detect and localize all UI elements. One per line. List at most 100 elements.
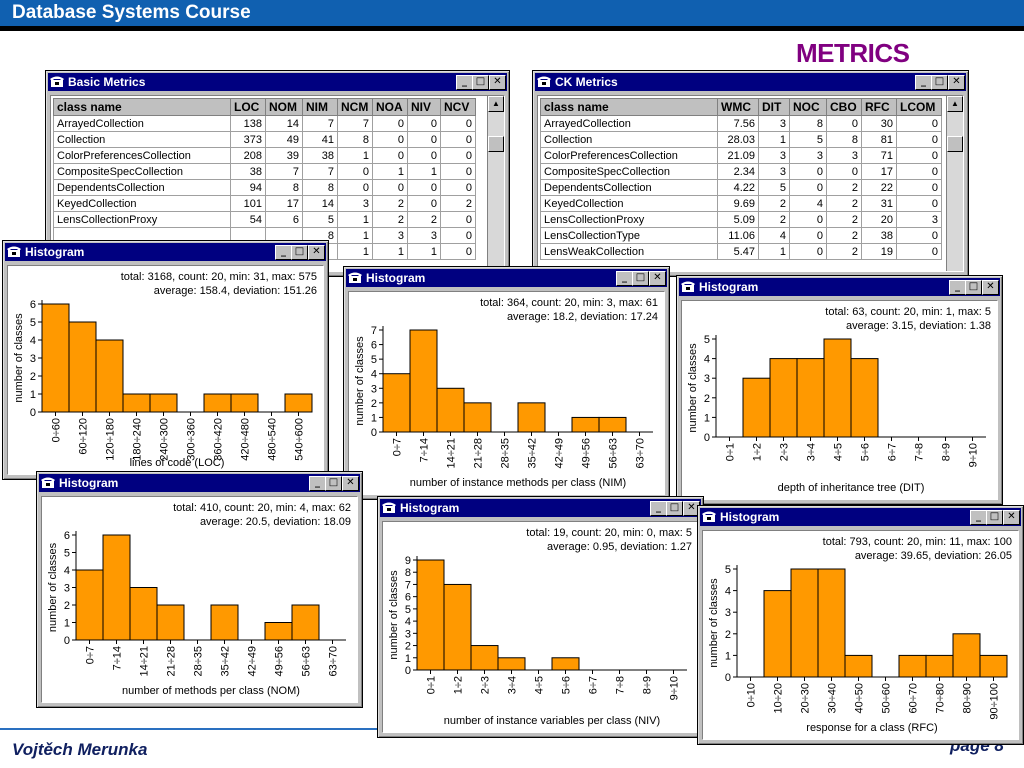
minimize-button[interactable]: _ bbox=[309, 476, 326, 491]
column-header[interactable]: NOC bbox=[789, 98, 827, 116]
table-row[interactable]: KeyedCollection 101 17 14 3 2 0 2 bbox=[53, 195, 476, 212]
histogram-window-nim[interactable]: Histogram _ □ ✕ total: 364, count: 20, min: … bbox=[343, 266, 670, 500]
maximize-button[interactable]: □ bbox=[986, 510, 1003, 525]
table-row[interactable]: LensWeakCollection 5.47 1 0 2 19 0 bbox=[540, 243, 942, 260]
minimize-button[interactable]: _ bbox=[949, 280, 966, 295]
minimize-button[interactable]: _ bbox=[970, 510, 987, 525]
metric-cell: 41 bbox=[302, 131, 338, 148]
histogram-bar bbox=[823, 338, 852, 438]
window-title: Histogram bbox=[699, 280, 759, 294]
basic-metrics-window[interactable]: Basic Metrics _ □ ✕ class name LOC NOM NIM N… bbox=[45, 70, 510, 277]
close-button[interactable]: ✕ bbox=[982, 280, 999, 295]
maximize-button[interactable]: □ bbox=[666, 501, 683, 516]
histogram-window-rfc[interactable]: Histogram _ □ ✕ total: 793, count: 20, min: … bbox=[697, 505, 1024, 745]
column-header[interactable]: NIM bbox=[302, 98, 338, 116]
minimize-button[interactable]: _ bbox=[650, 501, 667, 516]
vertical-scrollbar[interactable]: ▲ bbox=[487, 96, 504, 271]
metric-cell: 1 bbox=[337, 211, 373, 228]
x-tick-label: 2÷3 bbox=[480, 676, 492, 694]
table-row[interactable]: LensCollectionProxy 54 6 5 1 2 2 0 bbox=[53, 211, 476, 228]
histogram-window-niv[interactable]: Histogram _ □ ✕ total: 19, count: 20, min: 0… bbox=[377, 496, 704, 738]
scroll-up-arrow-icon[interactable]: ▲ bbox=[488, 96, 504, 112]
close-button[interactable]: ✕ bbox=[948, 75, 965, 90]
column-header[interactable]: WMC bbox=[717, 98, 759, 116]
x-tick-label: 42÷49 bbox=[247, 646, 259, 677]
column-header[interactable]: NOA bbox=[372, 98, 408, 116]
maximize-button[interactable]: □ bbox=[965, 280, 982, 295]
table-row[interactable]: ArrayedCollection 7.56 3 8 0 30 0 bbox=[540, 115, 942, 132]
table-row[interactable]: KeyedCollection 9.69 2 4 2 31 0 bbox=[540, 195, 942, 212]
scroll-thumb[interactable] bbox=[488, 136, 504, 152]
column-header[interactable]: DIT bbox=[758, 98, 790, 116]
table-row[interactable]: CompositeSpecCollection 2.34 3 0 0 17 0 bbox=[540, 163, 942, 180]
column-header[interactable]: RFC bbox=[861, 98, 897, 116]
course-title: Database Systems Course bbox=[12, 2, 251, 23]
x-tick-label: 0÷7 bbox=[85, 646, 97, 664]
close-button[interactable]: ✕ bbox=[308, 245, 325, 260]
table-row[interactable]: Collection 28.03 1 5 8 81 0 bbox=[540, 131, 942, 148]
window-titlebar[interactable]: Histogram _ □ ✕ bbox=[700, 508, 1021, 526]
table-row[interactable]: ColorPreferencesCollection 208 39 38 1 0 0 0 bbox=[53, 147, 476, 164]
column-header[interactable]: LOC bbox=[230, 98, 266, 116]
minimize-button[interactable]: _ bbox=[616, 271, 633, 286]
table-row[interactable]: ColorPreferencesCollection 21.09 3 3 3 71 0 bbox=[540, 147, 942, 164]
column-header[interactable]: NOM bbox=[265, 98, 303, 116]
window-titlebar[interactable]: Histogram _ □ ✕ bbox=[380, 499, 701, 517]
maximize-button[interactable]: □ bbox=[291, 245, 308, 260]
minimize-button[interactable]: _ bbox=[915, 75, 932, 90]
histogram-window-dit[interactable]: Histogram _ □ ✕ total: 63, count: 20, min: 1… bbox=[676, 275, 1003, 505]
column-header[interactable]: NCM bbox=[337, 98, 373, 116]
window-titlebar[interactable]: Histogram _ □ ✕ bbox=[679, 278, 1000, 296]
y-tick-label: 1 bbox=[704, 412, 710, 424]
window-titlebar[interactable]: Histogram _ □ ✕ bbox=[346, 269, 667, 287]
x-tick-label: 56÷63 bbox=[608, 438, 620, 469]
metric-cell: 0 bbox=[337, 179, 373, 196]
column-header[interactable]: LCOM bbox=[896, 98, 942, 116]
metric-cell: 8 bbox=[302, 179, 338, 196]
metric-cell: 0 bbox=[440, 163, 476, 180]
scroll-thumb[interactable] bbox=[947, 136, 963, 152]
window-titlebar[interactable]: CK Metrics _ □ ✕ bbox=[535, 73, 966, 91]
window-titlebar[interactable]: Basic Metrics _ □ ✕ bbox=[48, 73, 507, 91]
histogram-bar bbox=[203, 393, 232, 413]
y-tick-label: 4 bbox=[64, 565, 70, 577]
minimize-button[interactable]: _ bbox=[456, 75, 473, 90]
maximize-button[interactable]: □ bbox=[325, 476, 342, 491]
metrics-table-panel: class name WMC DIT NOC CBO RFC LCOM ArrayedColl… bbox=[537, 95, 964, 272]
close-button[interactable]: ✕ bbox=[649, 271, 666, 286]
column-header[interactable]: class name bbox=[540, 98, 718, 116]
window-titlebar[interactable]: Histogram _ □ ✕ bbox=[39, 474, 360, 492]
table-row[interactable]: DependentsCollection 4.22 5 0 2 22 0 bbox=[540, 179, 942, 196]
x-tick-label: 56÷63 bbox=[301, 646, 313, 677]
column-header[interactable]: NCV bbox=[440, 98, 476, 116]
vertical-scrollbar[interactable]: ▲ bbox=[946, 96, 963, 271]
maximize-button[interactable]: □ bbox=[472, 75, 489, 90]
table-row[interactable]: Collection 373 49 41 8 0 0 0 bbox=[53, 131, 476, 148]
maximize-button[interactable]: □ bbox=[931, 75, 948, 90]
table-row[interactable]: DependentsCollection 94 8 8 0 0 0 0 bbox=[53, 179, 476, 196]
histogram-window-loc[interactable]: Histogram _ □ ✕ total: 3168, count: 20, min:… bbox=[2, 240, 329, 480]
table-row[interactable]: LensCollectionType 11.06 4 0 2 38 0 bbox=[540, 227, 942, 244]
metric-cell: 0 bbox=[440, 243, 476, 260]
x-tick-label: 80÷90 bbox=[962, 683, 974, 714]
maximize-button[interactable]: □ bbox=[632, 271, 649, 286]
close-button[interactable]: ✕ bbox=[342, 476, 359, 491]
column-header[interactable]: class name bbox=[53, 98, 231, 116]
scroll-up-arrow-icon[interactable]: ▲ bbox=[947, 96, 963, 112]
histogram-bar bbox=[769, 358, 798, 438]
histogram-bar bbox=[436, 387, 465, 433]
column-header[interactable]: NIV bbox=[407, 98, 441, 116]
column-header[interactable]: CBO bbox=[826, 98, 862, 116]
close-button[interactable]: ✕ bbox=[1003, 510, 1020, 525]
table-row[interactable]: LensCollectionProxy 5.09 2 0 2 20 3 bbox=[540, 211, 942, 228]
telephone-icon bbox=[348, 272, 362, 283]
table-row[interactable]: ArrayedCollection 138 14 7 7 0 0 0 bbox=[53, 115, 476, 132]
histogram-window-nom[interactable]: Histogram _ □ ✕ total: 410, count: 20, min: … bbox=[36, 471, 363, 708]
x-axis-label: number of instance variables per class (… bbox=[444, 715, 660, 727]
ck-metrics-window[interactable]: CK Metrics _ □ ✕ class name WMC DIT NOC CBO R… bbox=[532, 70, 969, 277]
window-titlebar[interactable]: Histogram _ □ ✕ bbox=[5, 243, 326, 261]
close-button[interactable]: ✕ bbox=[489, 75, 506, 90]
minimize-button[interactable]: _ bbox=[275, 245, 292, 260]
table-row[interactable]: CompositeSpecCollection 38 7 7 0 1 1 0 bbox=[53, 163, 476, 180]
